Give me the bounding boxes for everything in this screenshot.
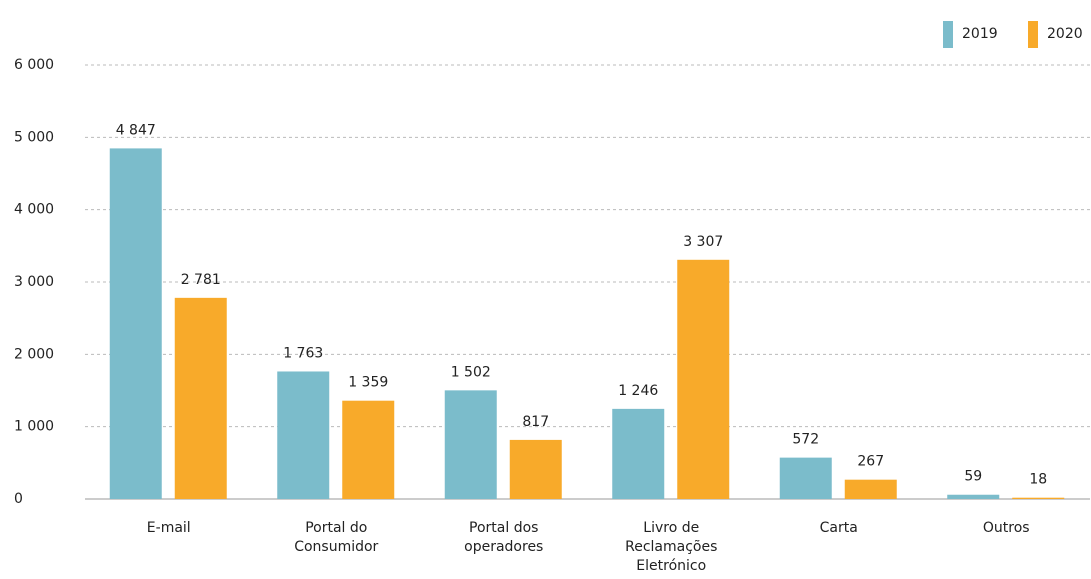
bar	[444, 390, 497, 499]
y-tick-label: 0	[14, 491, 23, 507]
value-label: 572	[792, 432, 819, 448]
bar	[844, 479, 897, 499]
legend-swatch	[943, 21, 953, 48]
y-tick-label: 2 000	[14, 346, 54, 362]
bar	[509, 439, 562, 499]
legend-label: 2019	[962, 26, 998, 42]
bar	[612, 408, 665, 499]
x-tick-label: Livro de Reclamações Eletrónico	[625, 520, 717, 574]
x-tick-label: Portal dos operadores	[464, 520, 543, 555]
bar	[947, 494, 1000, 499]
value-label: 1 502	[451, 364, 491, 380]
value-label: 18	[1029, 472, 1047, 488]
value-label: 4 847	[116, 122, 156, 138]
value-label: 1 246	[618, 383, 658, 399]
x-tick-label: Carta	[820, 520, 858, 536]
bar	[779, 457, 832, 499]
legend-swatch	[1028, 21, 1038, 48]
value-label: 2 781	[181, 272, 221, 288]
bar	[677, 259, 730, 499]
value-label: 59	[964, 469, 982, 485]
y-tick-label: 1 000	[14, 419, 54, 435]
bar	[1012, 497, 1065, 499]
x-tick-label: Outros	[983, 520, 1030, 536]
x-tick-label: Portal do Consumidor	[294, 520, 378, 555]
y-tick-label: 3 000	[14, 274, 54, 290]
y-tick-label: 4 000	[14, 202, 54, 218]
x-tick-label: E-mail	[147, 520, 191, 536]
bar	[277, 371, 330, 499]
y-tick-label: 5 000	[14, 129, 54, 145]
value-label: 1 763	[283, 345, 323, 361]
bar	[174, 297, 227, 499]
y-tick-label: 6 000	[14, 57, 54, 73]
value-label: 3 307	[683, 234, 723, 250]
value-label: 1 359	[348, 375, 388, 391]
value-label: 267	[857, 454, 884, 470]
value-label: 817	[522, 414, 549, 430]
bar	[342, 400, 395, 499]
bar	[109, 148, 162, 499]
legend-label: 2020	[1047, 26, 1083, 42]
